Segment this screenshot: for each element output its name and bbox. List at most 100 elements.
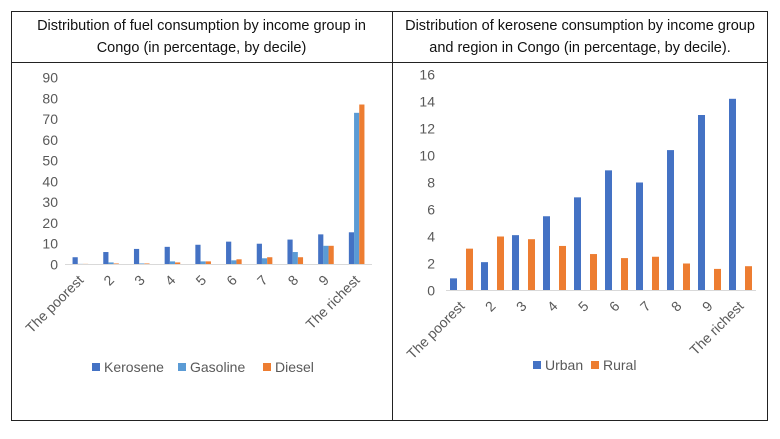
- fuel-bar-gasoline: [231, 260, 237, 265]
- fuel-x-tick-label: 9: [315, 272, 332, 289]
- fuel-x-tick-label: The richest: [302, 272, 362, 332]
- fuel-legend-label-kerosene: Kerosene: [104, 359, 164, 375]
- fuel-bar-gasoline: [169, 261, 176, 265]
- fuel-bar-kerosene: [164, 246, 170, 265]
- fuel-bar-diesel: [113, 263, 119, 265]
- fuel-x-tick-label: 4: [162, 272, 179, 289]
- kerosene-legend-label-rural: Rural: [603, 357, 636, 373]
- kerosene-bar-urban: [729, 98, 736, 291]
- fuel-y-tick-label: 80: [42, 90, 58, 106]
- fuel-x-tick-label: 3: [131, 272, 148, 289]
- fuel-bar-diesel: [267, 257, 273, 265]
- fuel-x-tick-label: 8: [285, 272, 302, 289]
- fuel-y-tick-label: 90: [42, 70, 58, 86]
- kerosene-x-tick-label: 3: [513, 298, 530, 315]
- kerosene-x-tick-label: 5: [575, 298, 592, 315]
- kerosene-legend-swatch-urban: [533, 361, 541, 369]
- kerosene-x-tick-label: 2: [482, 298, 499, 315]
- fuel-bar-diesel: [359, 104, 365, 265]
- fuel-x-tick-label: 6: [223, 272, 240, 289]
- fuel-bar-kerosene: [72, 257, 78, 265]
- kerosene-y-tick-label: 10: [419, 148, 435, 164]
- kerosene-bar-urban: [636, 182, 643, 291]
- kerosene-x-tick-label: The poorest: [403, 298, 467, 362]
- fuel-y-tick-label: 50: [42, 153, 58, 169]
- chart-title-fuel: Distribution of fuel consumption by inco…: [37, 18, 366, 56]
- fuel-bar-gasoline: [354, 112, 360, 265]
- kerosene-x-tick-label: 4: [544, 298, 561, 315]
- panel-divider: [392, 11, 393, 421]
- kerosene-x-tick-label: The richest: [686, 298, 746, 358]
- fuel-bar-kerosene: [195, 244, 201, 265]
- kerosene-bar-rural: [497, 236, 504, 291]
- fuel-legend-swatch-kerosene: [92, 363, 100, 371]
- kerosene-legend-label-urban: Urban: [545, 357, 583, 373]
- fuel-y-tick-label: 0: [50, 257, 58, 273]
- fuel-legend-swatch-gasoline: [178, 363, 186, 371]
- fuel-bar-diesel: [236, 259, 242, 265]
- title-divider: [11, 62, 768, 63]
- kerosene-bar-urban: [481, 262, 488, 291]
- fuel-bar-gasoline: [323, 245, 329, 265]
- kerosene-x-tick-label: 6: [606, 298, 623, 315]
- kerosene-bar-rural: [745, 266, 752, 291]
- kerosene-x-tick-label: 7: [637, 298, 654, 315]
- kerosene-bar-urban: [667, 150, 674, 291]
- fuel-bar-kerosene: [256, 243, 262, 265]
- fuel-bar-diesel: [328, 245, 334, 265]
- fuel-y-tick-label: 10: [42, 236, 58, 252]
- kerosene-y-tick-label: 6: [427, 202, 435, 218]
- fuel-bar-diesel: [144, 263, 150, 265]
- kerosene-bar-urban: [543, 216, 550, 291]
- kerosene-y-tick-label: 12: [419, 121, 435, 137]
- fuel-bar-gasoline: [200, 261, 206, 265]
- fuel-x-tick-label: The poorest: [22, 272, 86, 336]
- kerosene-y-tick-label: 2: [427, 256, 435, 272]
- kerosene-x-tick-label: 8: [668, 298, 685, 315]
- kerosene-bar-rural: [652, 256, 659, 291]
- fuel-bar-kerosene: [226, 241, 232, 265]
- kerosene-bar-urban: [512, 235, 519, 291]
- kerosene-bar-urban: [574, 197, 581, 291]
- kerosene-bar-urban: [698, 115, 705, 291]
- kerosene-y-tick-label: 14: [419, 94, 435, 110]
- fuel-y-tick-label: 40: [42, 173, 58, 189]
- chart-title-kerosene: Distribution of kerosene consumption by …: [405, 18, 755, 56]
- fuel-y-tick-label: 20: [42, 215, 58, 231]
- kerosene-bar-rural: [714, 268, 721, 291]
- fuel-bar-diesel: [205, 261, 211, 265]
- kerosene-bar-rural: [528, 239, 535, 291]
- kerosene-bar-rural: [559, 245, 566, 291]
- fuel-bar-kerosene: [287, 239, 293, 265]
- fuel-x-tick-label: 7: [254, 272, 271, 289]
- fuel-bar-diesel: [175, 262, 181, 265]
- fuel-x-tick-label: 5: [192, 272, 209, 289]
- kerosene-bar-rural: [621, 258, 628, 291]
- fuel-y-tick-label: 30: [42, 194, 58, 210]
- kerosene-bar-rural: [590, 254, 597, 291]
- kerosene-legend-swatch-rural: [591, 361, 599, 369]
- kerosene-bar-rural: [683, 263, 690, 291]
- figure-frame: [11, 11, 768, 421]
- kerosene-y-tick-label: 16: [419, 67, 435, 83]
- fuel-bar-kerosene: [318, 234, 324, 265]
- kerosene-bar-rural: [466, 248, 473, 291]
- fuel-bar-kerosene: [103, 252, 109, 265]
- fuel-bar-gasoline: [108, 262, 114, 265]
- fuel-bar-kerosene: [133, 248, 140, 265]
- kerosene-y-tick-label: 8: [427, 175, 435, 191]
- fuel-bar-gasoline: [261, 258, 268, 265]
- kerosene-bar-urban: [450, 278, 457, 291]
- fuel-bar-kerosene: [348, 232, 355, 265]
- kerosene-x-tick-label: 9: [699, 298, 716, 315]
- fuel-y-tick-label: 70: [42, 111, 58, 127]
- kerosene-y-tick-label: 0: [427, 283, 435, 299]
- fuel-bar-gasoline: [292, 252, 298, 265]
- fuel-legend-label-diesel: Diesel: [275, 359, 314, 375]
- fuel-legend-swatch-diesel: [263, 363, 271, 371]
- fuel-legend-label-gasoline: Gasoline: [190, 359, 245, 375]
- fuel-y-tick-label: 60: [42, 132, 58, 148]
- fuel-x-tick-label: 2: [100, 272, 117, 289]
- kerosene-bar-urban: [605, 170, 612, 291]
